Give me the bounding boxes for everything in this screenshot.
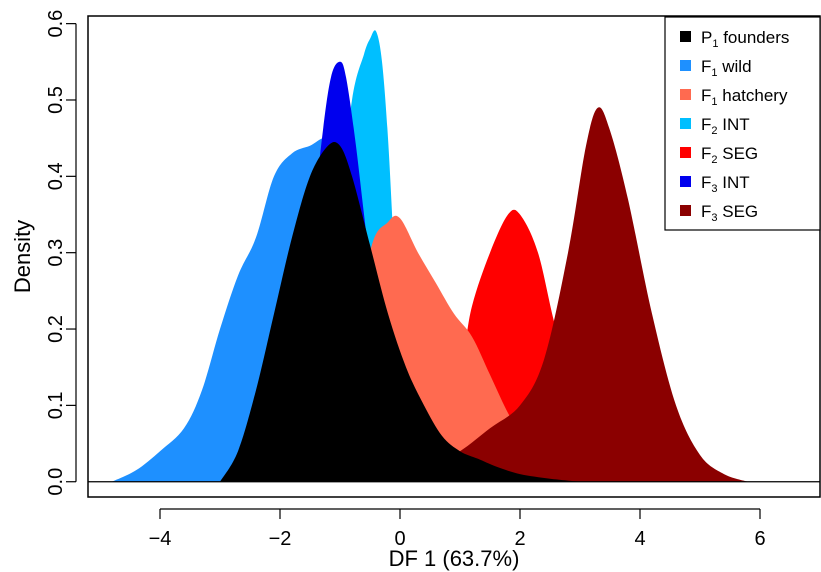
y-tick-label: 0.6 (45, 10, 67, 38)
legend: P1 founders F1 wild F1 hatchery F2 INT F2 SE… (664, 16, 821, 231)
y-tick-label: 0.3 (45, 239, 67, 267)
y-tick-label: 0.1 (45, 391, 67, 419)
legend-label: F3 INT (701, 173, 750, 195)
x-tick-label: 2 (514, 528, 525, 550)
legend-swatch (680, 176, 691, 187)
legend-swatch (680, 31, 691, 42)
density-area-p1-founders (220, 141, 580, 482)
y-axis: 0.0 0.1 0.2 0.3 0.4 0.5 0.6 (45, 10, 77, 496)
legend-label: P1 founders (701, 28, 789, 50)
y-tick-label: 0.4 (45, 162, 67, 190)
legend-label: F1 wild (701, 57, 752, 79)
legend-label: F2 INT (701, 115, 750, 137)
legend-label: F1 hatchery (701, 86, 788, 108)
legend-label: F2 SEG (701, 144, 758, 166)
legend-swatch (680, 147, 691, 158)
legend-swatch (680, 205, 691, 216)
density-areas (112, 30, 748, 482)
x-axis-title: DF 1 (63.7%) (389, 546, 520, 571)
x-tick-label: −2 (269, 528, 292, 550)
y-tick-label: 0.2 (45, 315, 67, 343)
x-axis: −4 −2 0 2 4 6 (149, 508, 766, 550)
y-axis-title: Density (10, 220, 35, 293)
y-tick-label: 0.0 (45, 468, 67, 496)
legend-swatch (680, 118, 691, 129)
plot-frame (87, 15, 821, 498)
legend-label: F3 SEG (701, 202, 758, 224)
x-tick-label: 0 (394, 528, 405, 550)
legend-swatch (680, 89, 691, 100)
legend-swatch (680, 60, 691, 71)
density-area-f3-seg (370, 107, 748, 482)
x-tick-label: −4 (149, 528, 172, 550)
y-tick-label: 0.5 (45, 86, 67, 114)
x-tick-label: 6 (754, 528, 765, 550)
x-tick-label: 4 (634, 528, 645, 550)
